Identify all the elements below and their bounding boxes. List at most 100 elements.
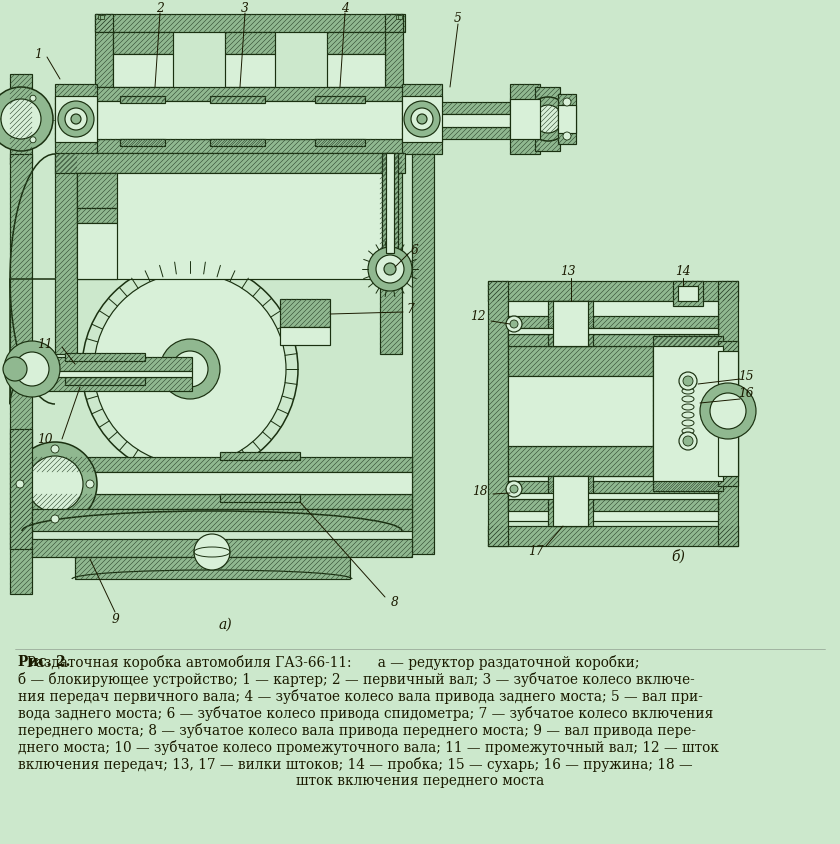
Text: 9: 9 (111, 613, 119, 625)
Circle shape (51, 516, 59, 523)
Circle shape (417, 115, 427, 125)
Circle shape (172, 352, 208, 387)
Circle shape (13, 442, 97, 527)
Bar (553, 476, 588, 527)
Text: 10: 10 (37, 433, 53, 446)
Bar (95, 140, 403, 154)
Circle shape (1, 100, 41, 140)
Bar (55, 154, 405, 174)
Bar (55, 97, 97, 143)
Bar (280, 300, 330, 327)
Circle shape (71, 115, 81, 125)
Bar (32, 495, 412, 510)
Bar (32, 457, 412, 473)
Text: 18: 18 (472, 485, 488, 498)
Text: 12: 12 (470, 310, 486, 323)
Bar (488, 527, 738, 546)
Text: ния передач первичного вала; 4 — зубчатое колесо вала привода заднего моста; 5 —: ния передач первичного вала; 4 — зубчато… (18, 688, 703, 703)
Bar (398, 16, 402, 20)
Bar (65, 377, 145, 386)
Circle shape (683, 436, 693, 446)
Circle shape (700, 383, 756, 440)
Bar (32, 371, 192, 377)
Bar (210, 140, 265, 147)
Bar (488, 282, 738, 301)
Bar (673, 282, 703, 306)
Bar (440, 115, 515, 127)
Bar (548, 301, 593, 347)
Text: 13: 13 (560, 265, 575, 279)
Text: днего моста; 10 — зубчатое колесо промежуточного вала; 11 — промежуточный вал; 1: днего моста; 10 — зубчатое колесо промеж… (18, 739, 719, 754)
Bar (32, 473, 412, 495)
Circle shape (30, 138, 36, 143)
Circle shape (404, 102, 440, 138)
Circle shape (563, 133, 571, 141)
Bar (315, 97, 365, 104)
Text: 8: 8 (391, 596, 399, 609)
Text: 11: 11 (37, 338, 53, 351)
Text: шток включения переднего моста: шток включения переднего моста (296, 773, 544, 787)
Circle shape (30, 96, 36, 102)
Bar (718, 352, 738, 476)
Text: 15: 15 (738, 370, 753, 383)
Circle shape (411, 109, 433, 131)
Text: вода заднего моста; 6 — зубчатое колесо привода спидометра; 7 — зубчатое колесо : вода заднего моста; 6 — зубчатое колесо … (18, 706, 713, 720)
Bar (100, 16, 104, 20)
Bar (55, 85, 97, 154)
Bar (77, 208, 117, 224)
Bar (653, 347, 723, 481)
Text: б — блокирующее устройство; 1 — картер; 2 — первичный вал; 3 — зубчатое колесо в: б — блокирующее устройство; 1 — картер; … (18, 671, 695, 686)
Circle shape (679, 372, 697, 391)
Circle shape (58, 102, 94, 138)
Circle shape (710, 393, 746, 430)
Bar (510, 100, 540, 140)
Bar (402, 97, 442, 143)
Bar (440, 103, 515, 115)
Circle shape (506, 481, 522, 497)
Bar (653, 337, 723, 491)
Bar (32, 510, 412, 532)
Bar (488, 282, 508, 546)
Bar (386, 154, 394, 254)
Bar (95, 102, 403, 140)
Circle shape (510, 485, 518, 494)
Text: включения передач; 13, 17 — вилки штоков; 14 — пробка; 15 — сухарь; 16 — пружина: включения передач; 13, 17 — вилки штоков… (18, 756, 693, 771)
Circle shape (3, 358, 27, 381)
Bar (327, 33, 385, 55)
Bar (396, 16, 400, 20)
Circle shape (51, 446, 59, 453)
Bar (385, 15, 403, 33)
Text: 16: 16 (738, 387, 753, 400)
Bar (225, 55, 275, 88)
Text: 5: 5 (454, 12, 462, 24)
Circle shape (534, 106, 562, 134)
Bar (508, 328, 718, 334)
Bar (95, 15, 113, 33)
Bar (508, 494, 718, 500)
Circle shape (16, 480, 24, 489)
Bar (315, 140, 365, 147)
Circle shape (65, 109, 87, 131)
Bar (558, 95, 576, 145)
Circle shape (563, 99, 571, 107)
Text: Рис. 2.: Рис. 2. (18, 654, 71, 668)
Bar (548, 476, 593, 527)
Bar (220, 495, 300, 502)
Bar (77, 224, 117, 279)
Circle shape (0, 88, 53, 152)
Bar (95, 88, 403, 102)
Bar (535, 88, 560, 152)
Circle shape (94, 273, 286, 465)
Text: переднего моста; 8 — зубчатое колесо вала привода переднего моста; 9 — вал приво: переднего моста; 8 — зубчатое колесо вал… (18, 722, 696, 737)
Bar (412, 154, 434, 555)
Circle shape (679, 432, 697, 451)
Bar (220, 452, 300, 461)
Circle shape (526, 98, 570, 142)
Bar (508, 316, 718, 328)
Bar (113, 33, 173, 55)
Text: Раздаточная коробка автомобиля ГАЗ-66-11:      а — редуктор раздаточной коробки;: Раздаточная коробка автомобиля ГАЗ-66-11… (18, 654, 639, 669)
Bar (327, 55, 385, 88)
Bar (508, 376, 653, 446)
Circle shape (384, 263, 396, 276)
Bar (380, 154, 402, 354)
